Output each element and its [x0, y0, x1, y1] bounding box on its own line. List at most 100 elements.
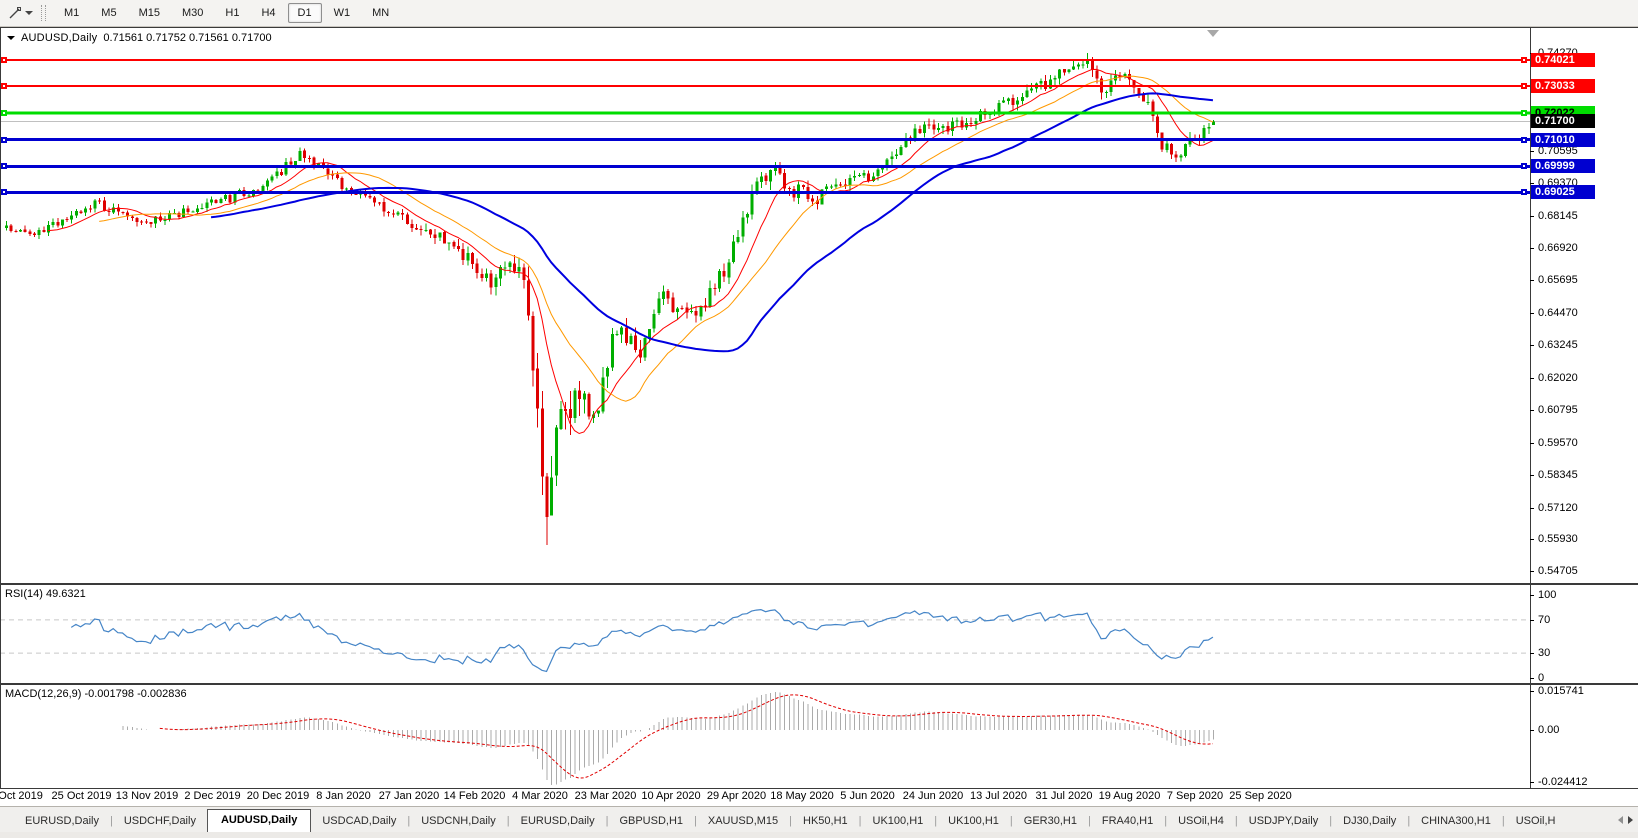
timeframe-button-m15[interactable]: M15: [138, 7, 160, 19]
line-handle-right[interactable]: [1521, 83, 1527, 90]
tab-gbpusd-h1[interactable]: GBPUSD,H1: [619, 815, 684, 827]
timeframe-button-d1[interactable]: D1: [287, 3, 322, 23]
tab-usdcnh-daily[interactable]: USDCNH,Daily: [421, 815, 496, 827]
macd-axis-label: 0.00: [1538, 724, 1560, 736]
line-handle-right[interactable]: [1521, 109, 1527, 116]
tab-audusd-daily[interactable]: AUDUSD,Daily: [206, 809, 312, 832]
candle-body: [508, 262, 512, 268]
candle-body: [1132, 79, 1136, 88]
candle-body: [811, 198, 815, 202]
candle-body: [1011, 97, 1015, 106]
price-tag-0.73033[interactable]: 0.73033: [1531, 79, 1595, 94]
timeframe-buttons: M1 M5 M15 M30 H1 H4 D1 W1 MN: [53, 3, 400, 23]
rsi-axis-tick: [1530, 653, 1534, 655]
date-label: 19 Aug 2020: [1098, 790, 1161, 802]
date-label: 13 Nov 2019: [115, 790, 179, 802]
candle-body: [494, 277, 498, 288]
candle-body: [345, 188, 349, 190]
rsi-axis-label: 100: [1538, 589, 1557, 601]
price-axis-tick: [1530, 539, 1534, 541]
line-handle-right[interactable]: [1521, 56, 1527, 63]
candle-body: [154, 216, 158, 224]
line-handle-right[interactable]: [1521, 136, 1527, 143]
price-tag-0.69999[interactable]: 0.69999: [1531, 159, 1595, 174]
rsi-axis-tick: [1530, 619, 1534, 621]
tab-usdchf-daily[interactable]: USDCHF,Daily: [123, 815, 196, 827]
price-axis-tick: [1530, 345, 1534, 347]
date-label: 4 Mar 2020: [512, 790, 568, 802]
candle-body: [219, 199, 223, 204]
date-label: 25 Sep 2020: [1229, 790, 1292, 802]
candle-body: [624, 327, 628, 343]
tab-hk50-h1[interactable]: HK50,H1: [803, 815, 848, 827]
line-handle-left[interactable]: [1, 56, 7, 63]
line-handle-right[interactable]: [1521, 163, 1527, 170]
price-tag-0.69025[interactable]: 0.69025: [1531, 185, 1595, 200]
candle-body: [56, 222, 60, 226]
rsi-axis-tick: [1530, 678, 1534, 679]
candle-body: [401, 213, 405, 215]
candle-body: [326, 168, 330, 175]
candle-body: [1076, 64, 1080, 67]
chart-shift-marker-icon[interactable]: [1206, 30, 1219, 37]
candle-body: [452, 242, 456, 247]
line-handle-left[interactable]: [1, 83, 7, 90]
tab-usdjpy-daily[interactable]: USDJPY,Daily: [1248, 815, 1319, 827]
tab-uk100-h1[interactable]: UK100,H1: [948, 815, 999, 827]
line-handle-left[interactable]: [1, 109, 7, 116]
tab-eurusd-daily[interactable]: EURUSD,Daily: [520, 815, 595, 827]
candle-body: [839, 184, 843, 186]
candle-body: [950, 121, 954, 131]
tab-scroll-left-icon[interactable]: [1618, 816, 1623, 824]
tab-eurusd-daily[interactable]: EURUSD,Daily: [25, 815, 99, 827]
tab-fra40-h1[interactable]: FRA40,H1: [1101, 815, 1154, 827]
timeframe-button-w1[interactable]: W1: [333, 7, 351, 19]
candle-body: [596, 410, 600, 414]
timeframe-button-m1[interactable]: M1: [64, 7, 80, 19]
chart-tool-button[interactable]: [0, 4, 39, 22]
timeframe-button-h1[interactable]: H1: [225, 7, 240, 19]
tab-ger30-h1[interactable]: GER30,H1: [1023, 815, 1077, 827]
chart-plot[interactable]: [0, 27, 1638, 789]
tab-china300-h1[interactable]: CHINA300,H1: [1421, 815, 1491, 827]
candle-body: [135, 217, 139, 222]
candle-body: [1095, 70, 1099, 79]
timeframe-button-m5[interactable]: M5: [101, 7, 117, 19]
tab-usoil-h[interactable]: USOil,H: [1515, 815, 1556, 827]
date-label: 18 May 2020: [770, 790, 834, 802]
tab-usoil-h4[interactable]: USOil,H4: [1178, 815, 1224, 827]
candle-body: [643, 337, 647, 358]
price-tag-0.74021[interactable]: 0.74021: [1531, 52, 1595, 67]
tab-usdcad-daily[interactable]: USDCAD,Daily: [322, 815, 397, 827]
candle-body: [37, 229, 41, 235]
tab-xauusd-m15[interactable]: XAUUSD,M15: [707, 815, 779, 827]
line-handle-left[interactable]: [1, 189, 7, 196]
candle-body: [1211, 121, 1215, 126]
line-handle-left[interactable]: [1, 136, 7, 143]
price-tag-0.71010[interactable]: 0.71010: [1531, 132, 1595, 147]
candle-body: [79, 211, 83, 214]
candle-body: [699, 306, 703, 317]
line-handle-left[interactable]: [1, 163, 7, 170]
tab-dj30-daily[interactable]: DJ30,Daily: [1343, 815, 1397, 827]
candle-body: [1137, 87, 1141, 95]
timeframe-button-mn[interactable]: MN: [372, 7, 390, 19]
candle-body: [289, 161, 293, 165]
candle-body: [186, 208, 190, 212]
candle-body: [1030, 88, 1034, 91]
tab-scroll-right-icon[interactable]: [1628, 816, 1633, 824]
candle-body: [536, 368, 540, 409]
candle-body: [1188, 138, 1192, 145]
candle-body: [713, 287, 717, 289]
tab-uk100-h1[interactable]: UK100,H1: [872, 815, 924, 827]
line-handle-right[interactable]: [1521, 189, 1527, 196]
candle-body: [652, 313, 656, 329]
candle-body: [545, 476, 549, 518]
timeframe-button-m30[interactable]: M30: [181, 7, 204, 19]
candle-body: [149, 222, 153, 225]
price-axis-label: 0.59570: [1538, 436, 1578, 449]
title-collapse-icon[interactable]: [7, 36, 15, 40]
candle-body: [65, 219, 69, 221]
timeframe-button-h4[interactable]: H4: [261, 7, 276, 19]
candle-body: [331, 174, 335, 176]
